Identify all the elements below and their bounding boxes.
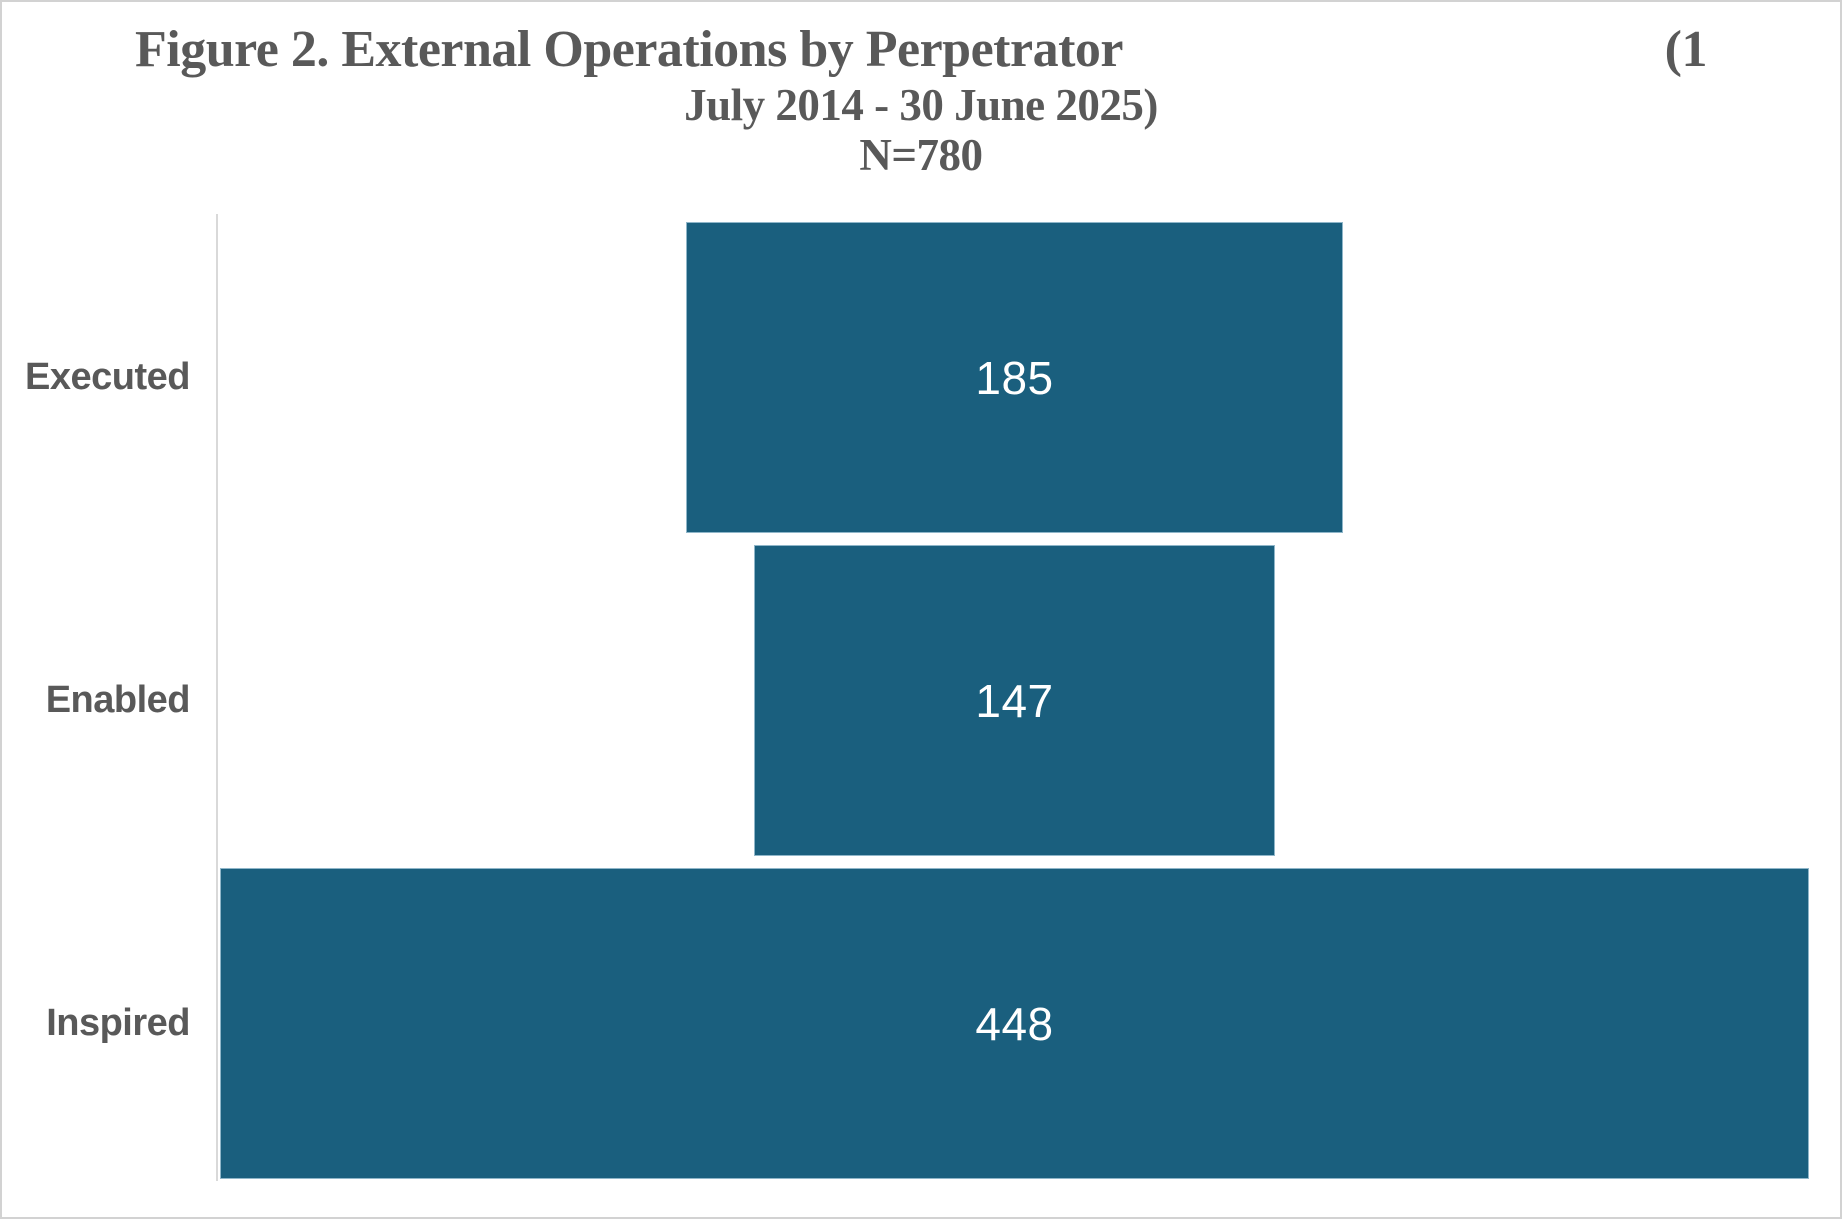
bar-value-label-executed: 185 xyxy=(975,351,1054,404)
y-axis-line xyxy=(216,214,218,1181)
figure-title-text: Figure 2. External Operations by Perpetr… xyxy=(135,21,1123,78)
bar-value-label-inspired: 448 xyxy=(975,997,1054,1050)
figure-title-line1: Figure 2. External Operations by Perpetr… xyxy=(135,20,1708,80)
category-label-executed: Executed xyxy=(25,356,190,398)
figure-title: Figure 2. External Operations by Perpetr… xyxy=(135,20,1708,180)
category-label-enabled: Enabled xyxy=(45,679,191,721)
bar-enabled: 147 xyxy=(753,545,1276,856)
bar-inspired: 448 xyxy=(220,868,1809,1179)
bar-executed: 185 xyxy=(686,222,1343,533)
bar-value-label-enabled: 147 xyxy=(975,674,1054,727)
figure-sample-size: N=780 xyxy=(859,130,983,180)
figure-subtitle-date-range: July 2014 - 30 June 2025) xyxy=(684,80,1158,130)
figure-title-overflow-fragment: (1 xyxy=(1664,21,1708,78)
category-label-inspired: Inspired xyxy=(46,1002,190,1044)
